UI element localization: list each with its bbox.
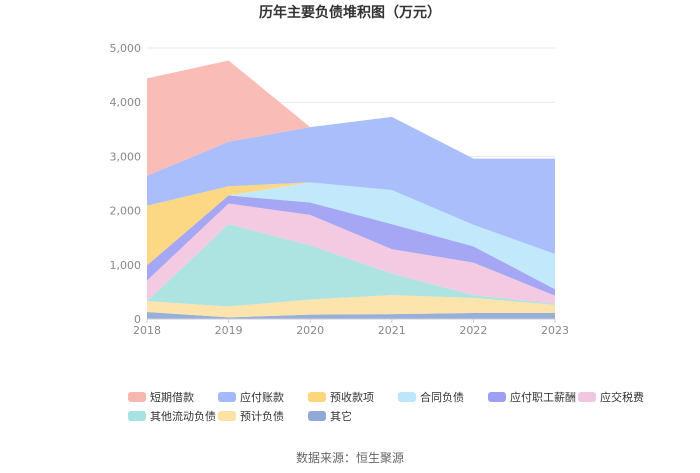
area-应交税费 [147, 203, 555, 304]
legend-item: 其它 [308, 409, 352, 423]
y-tick-label: 0 [134, 313, 141, 326]
legend-item: 应付职工薪酬 [488, 390, 576, 404]
x-tick-label: 2020 [296, 324, 324, 337]
legend-swatch [308, 411, 326, 421]
legend-swatch [398, 392, 416, 402]
y-tick-label: 1,000 [110, 259, 142, 272]
x-tick-label: 2019 [215, 324, 243, 337]
x-tick-label: 2023 [541, 324, 569, 337]
area-应付职工薪酬 [147, 195, 555, 296]
area-其他流动负债 [147, 224, 555, 307]
area-layer [147, 60, 555, 319]
legend-label: 应付账款 [240, 390, 284, 404]
legend-label: 预收款项 [330, 390, 374, 404]
x-tick-label: 2021 [378, 324, 406, 337]
area-短期借款 [147, 60, 555, 176]
legend-swatch [218, 411, 236, 421]
area-合同负债 [147, 182, 555, 290]
legend-swatch [128, 392, 146, 402]
y-tick-label: 3,000 [110, 150, 142, 163]
data-source-note: 数据来源：恒生聚源 [296, 450, 404, 465]
axis-layer: 0 1,000 2,000 3,000 4,000 5,000 2018 2019 2020 20… [110, 42, 570, 337]
y-tick-label: 2,000 [110, 205, 142, 218]
legend-item: 预收款项 [308, 390, 374, 404]
chart-title: 历年主要负债堆积图（万元） [259, 4, 441, 21]
legend-label: 预计负债 [240, 409, 284, 423]
x-tick-label: 2018 [133, 324, 161, 337]
legend-item: 其他流动负债 [128, 409, 216, 423]
legend-item: 合同负债 [398, 390, 464, 404]
legend-label: 应交税费 [600, 390, 644, 404]
y-tick-label: 5,000 [110, 42, 142, 55]
legend-label: 应付职工薪酬 [510, 390, 576, 404]
x-tick-label: 2022 [459, 324, 487, 337]
legend-label: 其他流动负债 [150, 409, 216, 423]
legend-label: 其它 [330, 409, 352, 423]
legend-label: 短期借款 [150, 390, 194, 404]
legend-swatch [308, 392, 326, 402]
legend-item: 短期借款 [128, 390, 194, 404]
y-tick-label: 4,000 [110, 96, 142, 109]
area-其它 [147, 311, 555, 319]
legend-item: 预计负债 [218, 409, 284, 423]
legend-swatch [578, 392, 596, 402]
legend-item: 应付账款 [218, 390, 284, 404]
legend-swatch [128, 411, 146, 421]
legend-item: 应交税费 [578, 390, 644, 404]
legend-swatch [488, 392, 506, 402]
legend-label: 合同负债 [420, 390, 464, 404]
area-预计负债 [147, 295, 555, 318]
area-应付账款 [147, 116, 555, 254]
legend-swatch [218, 392, 236, 402]
